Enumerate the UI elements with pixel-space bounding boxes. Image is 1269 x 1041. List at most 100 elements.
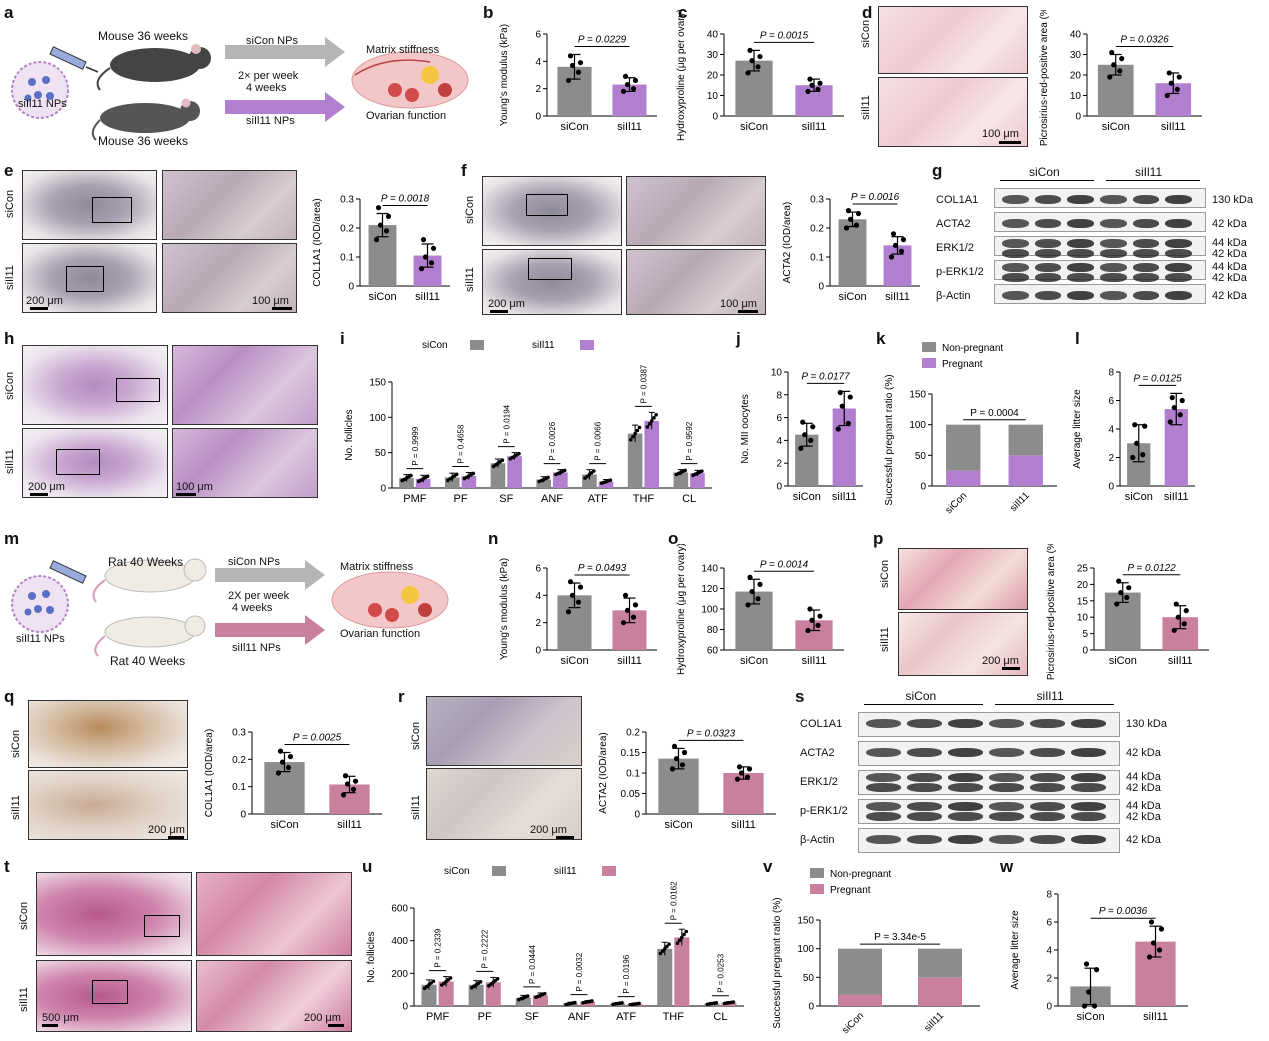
chart-j-ytick-label: 6 [776, 413, 782, 424]
wb-rat-group-label: siCon [905, 689, 937, 703]
chart-o-point [757, 581, 763, 587]
chart-n-p-value: P = 0.0493 [578, 563, 627, 574]
chart-w-point [1091, 1003, 1098, 1009]
wb-rat-band [907, 783, 942, 792]
chart-f: ACTA2 (IOD/area) 0 0.1 0.2 0.3 siCon siIl11 P =… [782, 192, 920, 303]
panel-letter-n: n [488, 529, 499, 548]
wb-rat-band [1030, 719, 1065, 728]
wb-mouse-group-line [1000, 180, 1094, 181]
chart-i-xtick-label: ATF [588, 493, 608, 505]
chart-u-bar [438, 981, 454, 1006]
r-label-sicon: siCon [410, 721, 422, 750]
e-label-sicon: siCon [4, 189, 16, 218]
chart-c-point [805, 88, 811, 94]
chart-l-ytick-label: 0 [1108, 482, 1114, 493]
chart-u-xtick-label: PF [478, 1011, 492, 1023]
chart-e-point [420, 237, 427, 243]
chart-d-ytick-label: 10 [1070, 91, 1082, 102]
panel-letter-b: b [483, 3, 494, 22]
wb-mouse-group-line [1106, 180, 1200, 181]
chart-n-ytick-label: 0 [535, 646, 541, 657]
chart-o-ytick-label: 80 [707, 625, 719, 636]
chart-w-point [1150, 940, 1157, 946]
chart-i-legend-swatch [580, 340, 594, 350]
chart-p-ytick-label: 0 [1082, 646, 1088, 657]
chart-i-bar [598, 481, 614, 488]
wb-mouse-row-label: ACTA2 [936, 218, 971, 230]
wb-rat-band [989, 783, 1024, 792]
chart-w-point [1148, 919, 1155, 925]
panel-letter-d: d [862, 3, 873, 22]
chart-d-point [1168, 80, 1174, 86]
chart-i-bar [490, 463, 506, 488]
chart-e-ytick-label: 0 [348, 282, 354, 293]
chart-i-point [500, 458, 505, 463]
wb-rat-band [866, 835, 901, 844]
chart-b-xtick-label: siIl11 [617, 121, 642, 133]
chart-j-point [839, 403, 845, 409]
chart-l-bar [1164, 409, 1188, 486]
chart-b-point [565, 77, 572, 84]
chart-u-xtick-label: SF [525, 1011, 539, 1023]
chart-o-point [817, 613, 823, 619]
chart-e-point [383, 228, 390, 234]
chart-d-point [1119, 56, 1125, 62]
chart-q-point [352, 778, 359, 784]
panel-letter-o: o [668, 529, 679, 548]
wb-rat-band [948, 773, 983, 782]
wb-rat-band [907, 773, 942, 782]
wb-mouse-band [1067, 273, 1094, 282]
chart-u-p-value: P = 0.0444 [528, 945, 537, 984]
chart-i-bar [644, 420, 660, 488]
h-zoom-sicon [172, 345, 318, 425]
chart-w-point [1081, 1003, 1088, 1009]
chart-q-point [275, 770, 282, 776]
chart-j-point [835, 426, 841, 432]
chart-d-ylabel: Picrosirius-red-positive area (%) [1039, 10, 1050, 146]
panel-letter-q: q [4, 687, 15, 706]
chart-q-point [342, 773, 349, 779]
chart-l: Average litter size 0 2 4 6 8 siCon siIl11 P = 0… [1072, 368, 1195, 503]
wb-mouse-band [1067, 249, 1094, 258]
chart-b: Young's modulus (kPa) 0 2 4 6 siCon siIl11 P = … [499, 24, 657, 133]
wb-rat-band [1071, 748, 1106, 757]
f-zoom-box-sicon [526, 194, 568, 216]
chart-w-point [1083, 961, 1090, 967]
wb-mouse-band [1100, 273, 1127, 282]
q-image-siil11 [28, 770, 188, 840]
chart-w-ylabel: Average litter size [1010, 910, 1021, 990]
f-zoom-sicon [626, 176, 766, 246]
chart-b-ytick-label: 2 [535, 84, 541, 95]
wb-rat-band [989, 802, 1024, 811]
chart-r-ytick-label: 0.15 [621, 748, 641, 759]
chart-b-ytick-label: 4 [535, 57, 541, 68]
t-overview-sicon [36, 872, 192, 956]
wb-mouse-band [1100, 219, 1127, 228]
chart-i-point [517, 451, 521, 456]
panel-letter-f: f [461, 161, 467, 180]
chart-l-point [1130, 454, 1136, 461]
chart-o-point [747, 574, 753, 580]
chart-v-ytick-label: 50 [803, 973, 815, 984]
chart-j-ylabel: No. MII oocytes [740, 394, 751, 463]
wb-rat-band [866, 719, 901, 728]
mouse-dose-line1: 2× per week [238, 70, 299, 82]
chart-l-point [1142, 423, 1148, 429]
t-scale-bar-200 [328, 1024, 344, 1027]
chart-r-point [738, 770, 745, 776]
q-scale-bar [168, 836, 184, 839]
wb-rat-kda-label: 44 kDa [1126, 800, 1161, 812]
chart-i-point [635, 428, 640, 433]
wb-mouse-band [1165, 249, 1192, 258]
h-overview-siil11 [22, 428, 168, 498]
chart-j-ytick-label: 10 [771, 368, 783, 379]
wb-rat-band [989, 773, 1024, 782]
wb-mouse-band [1132, 263, 1160, 272]
d-scale-bar [999, 141, 1021, 144]
mouse-outcome1: Matrix stiffness [366, 44, 440, 56]
wb-mouse-band [1002, 239, 1029, 248]
e-zoom-box-sicon [92, 197, 132, 223]
chart-i-point [546, 475, 550, 480]
wb-rat-band [1071, 812, 1106, 821]
